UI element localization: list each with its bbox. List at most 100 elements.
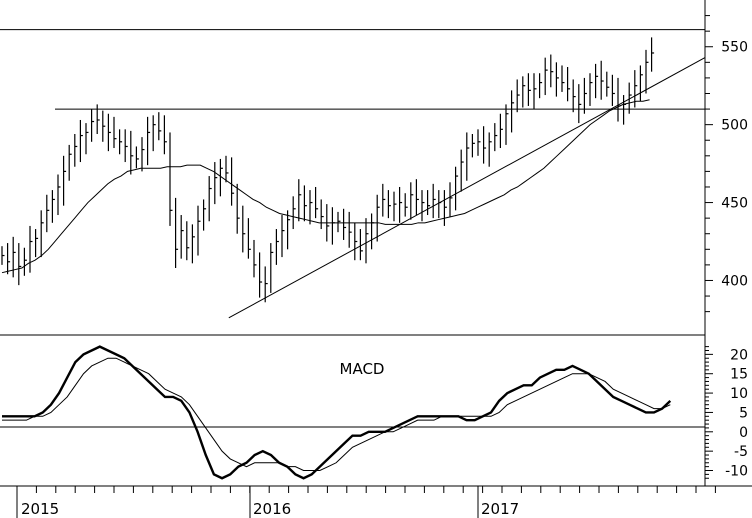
price-bar xyxy=(96,104,100,134)
macd-tick-label: 20 xyxy=(730,347,748,363)
price-bar xyxy=(611,74,615,106)
uptrend-line xyxy=(228,57,706,319)
price-bar xyxy=(594,63,599,99)
price-bar xyxy=(550,54,554,88)
price-bar xyxy=(6,243,11,275)
price-bar xyxy=(645,49,649,94)
price-bar xyxy=(622,95,627,125)
price-bar xyxy=(219,158,223,197)
price-bar xyxy=(628,82,632,114)
macd-tick-label: -5 xyxy=(734,444,748,460)
price-bar xyxy=(578,84,582,124)
price-bar xyxy=(393,191,397,222)
price-tick-label: 500 xyxy=(721,118,748,134)
price-bar xyxy=(421,190,425,222)
price-bar xyxy=(225,155,229,183)
price-bar xyxy=(354,222,358,261)
price-bar xyxy=(533,73,537,110)
price-bar xyxy=(169,132,173,226)
price-bar xyxy=(544,57,548,96)
price-bar xyxy=(270,243,274,293)
price-bar xyxy=(320,199,324,230)
price-bar xyxy=(12,236,16,278)
price-bar xyxy=(527,73,531,106)
moving-average xyxy=(1,99,650,274)
price-bar xyxy=(471,134,475,158)
price-bar xyxy=(163,115,167,155)
year-label-2016: 2016 xyxy=(253,500,291,518)
price-bar xyxy=(404,193,408,217)
price-tick-label: 450 xyxy=(721,196,748,212)
price-bar xyxy=(124,129,128,163)
price-bar xyxy=(34,229,39,258)
price-bar xyxy=(499,113,503,149)
price-bar xyxy=(538,73,543,99)
price-resistance-lines xyxy=(0,29,705,110)
price-bar xyxy=(505,104,509,145)
price-bar xyxy=(606,71,610,97)
price-bar xyxy=(62,155,67,206)
price-bar xyxy=(292,196,296,230)
price-bar xyxy=(572,79,576,113)
price-bar xyxy=(415,179,419,216)
price-bar xyxy=(231,157,235,206)
price-bar xyxy=(180,215,184,259)
price-bar xyxy=(494,123,498,152)
price-bar xyxy=(315,186,319,219)
price-bar xyxy=(455,166,459,211)
price-bar xyxy=(236,183,240,234)
price-bar xyxy=(589,73,593,106)
price-bar xyxy=(382,183,386,217)
price-bar xyxy=(600,60,604,100)
price-bar xyxy=(79,119,83,163)
price-bar xyxy=(68,144,72,181)
price-bar xyxy=(113,116,117,149)
price-bar xyxy=(483,126,487,164)
price-bar xyxy=(326,204,330,242)
price-bar xyxy=(1,246,5,265)
price-bar xyxy=(51,190,55,223)
price-bar xyxy=(650,37,655,72)
price-bar xyxy=(365,218,369,264)
price-bar xyxy=(376,194,380,242)
price-bar xyxy=(516,79,520,113)
price-bar xyxy=(443,190,447,226)
price-bar xyxy=(477,129,481,156)
price-axis-ticks: 400 450 500 550 xyxy=(705,15,748,313)
price-bar xyxy=(152,115,156,152)
price-bar xyxy=(617,77,621,122)
price-bar xyxy=(208,176,212,222)
price-bar xyxy=(387,190,391,219)
macd-tick-label: 0 xyxy=(739,425,748,441)
price-bar xyxy=(29,225,33,273)
price-bar xyxy=(432,183,436,219)
price-bar xyxy=(107,113,111,152)
price-bar xyxy=(303,185,307,222)
price-bar xyxy=(298,179,302,222)
price-bar xyxy=(566,67,571,102)
price-bar xyxy=(259,252,263,298)
price-bar xyxy=(57,174,61,216)
price-bar xyxy=(275,229,279,265)
price-bar xyxy=(247,218,251,259)
macd-tick-label: -10 xyxy=(725,464,748,480)
price-bar xyxy=(46,194,50,233)
macd-line xyxy=(2,345,672,480)
price-bar xyxy=(287,210,291,250)
price-tick-label: 400 xyxy=(721,273,748,289)
price-bar xyxy=(331,207,335,245)
price-bar xyxy=(130,130,134,175)
macd-title: MACD xyxy=(340,360,385,378)
macd-tick-label: 10 xyxy=(730,386,748,402)
price-bar xyxy=(197,205,201,256)
price-bar xyxy=(359,229,363,261)
price-bar xyxy=(90,109,95,142)
price-bar xyxy=(634,70,638,108)
price-bar xyxy=(203,199,207,231)
price-bar xyxy=(118,129,123,155)
price-bar xyxy=(466,132,470,181)
price-bar xyxy=(555,62,559,97)
price-bar xyxy=(639,65,643,102)
